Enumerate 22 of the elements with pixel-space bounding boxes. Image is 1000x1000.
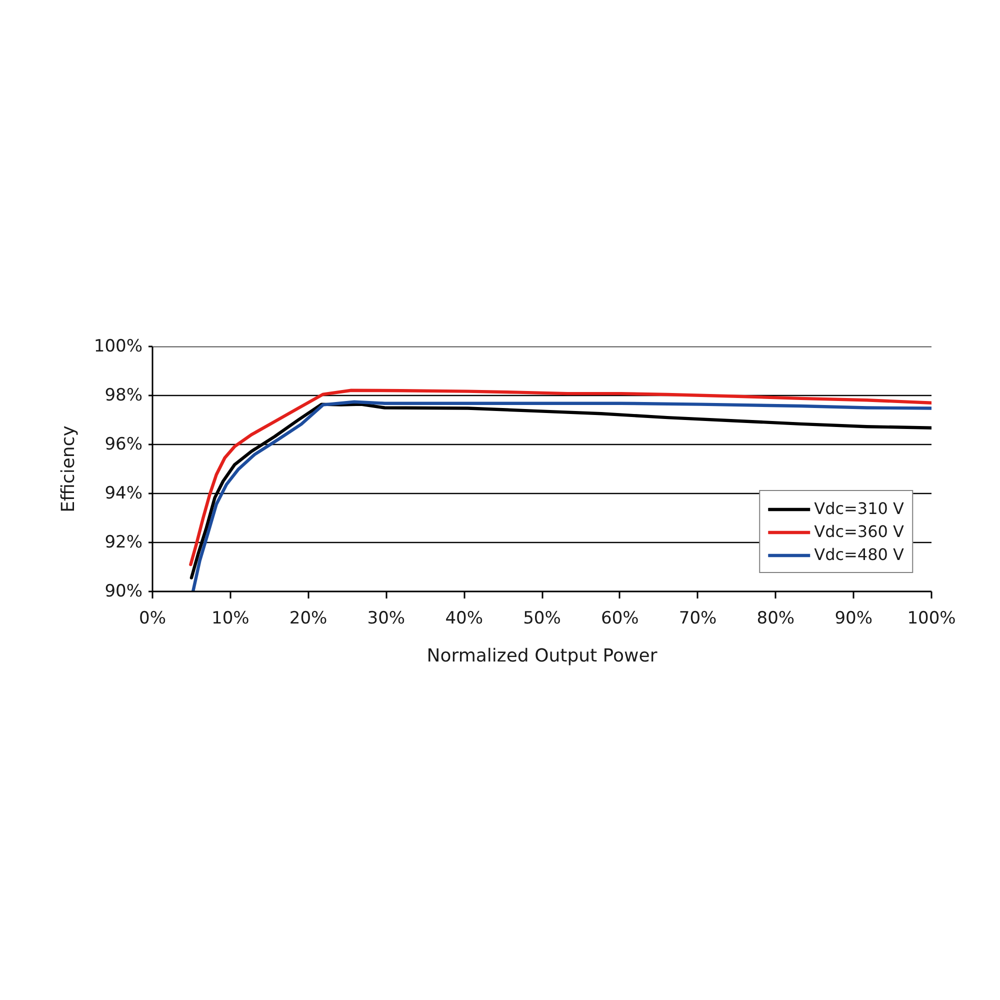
x-tick-label: 40%: [445, 608, 484, 628]
legend-label: Vdc=310 V: [814, 499, 904, 518]
x-tick-label: 70%: [678, 608, 717, 628]
x-tick-label: 80%: [756, 608, 795, 628]
y-tick-label: 98%: [104, 386, 143, 406]
y-tick-label: 92%: [104, 532, 143, 552]
x-axis-title: Normalized Output Power: [426, 646, 658, 666]
y-tick-label: 100%: [94, 336, 143, 356]
y-axis-title: Efficiency: [58, 425, 79, 512]
x-tick-label: 60%: [601, 608, 639, 628]
x-tick-label: 0%: [139, 608, 166, 628]
x-tick-label: 50%: [523, 608, 561, 628]
x-tick-label: 10%: [212, 608, 250, 628]
x-tick-label: 20%: [289, 608, 328, 628]
legend-label: Vdc=360 V: [814, 522, 904, 541]
legend-label: Vdc=480 V: [814, 545, 904, 564]
y-tick-label: 96%: [104, 434, 143, 454]
x-tick-label: 90%: [834, 608, 873, 628]
y-tick-label: 90%: [104, 582, 143, 602]
x-tick-label: 30%: [367, 608, 406, 628]
y-tick-label: 94%: [104, 484, 143, 504]
x-tick-label: 100%: [907, 608, 956, 628]
